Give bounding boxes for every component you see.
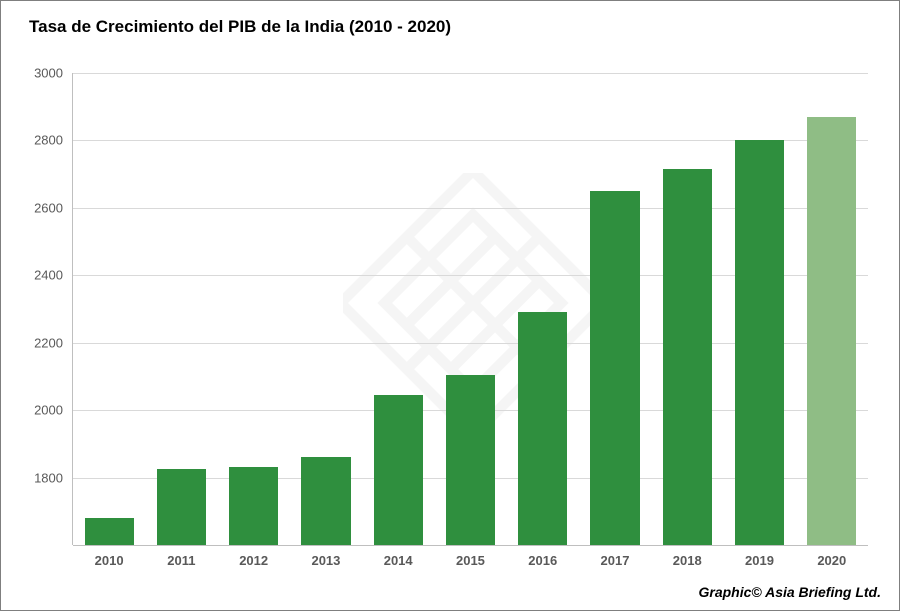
y-tick-label: 2200 <box>34 335 63 350</box>
chart-title: Tasa de Crecimiento del PIB de la India … <box>29 17 451 37</box>
y-tick-label: 2600 <box>34 200 63 215</box>
bar-slot: 2014 <box>362 73 434 545</box>
plot-area: 2010201120122013201420152016201720182019… <box>73 73 868 545</box>
bar-slot: 2017 <box>579 73 651 545</box>
bar <box>301 457 350 545</box>
bar <box>374 395 423 545</box>
bar-slot: 2019 <box>723 73 795 545</box>
y-tick-label: 3000 <box>34 66 63 81</box>
chart-frame: Tasa de Crecimiento del PIB de la India … <box>0 0 900 611</box>
x-axis-line <box>73 545 868 546</box>
bar-slot: 2011 <box>145 73 217 545</box>
y-tick-label: 2000 <box>34 403 63 418</box>
x-tick-label: 2014 <box>384 553 413 568</box>
bar <box>85 518 134 545</box>
x-tick-label: 2012 <box>239 553 268 568</box>
bar <box>590 191 639 545</box>
bar <box>807 117 856 545</box>
bar <box>157 469 206 545</box>
x-tick-label: 2020 <box>817 553 846 568</box>
bar <box>663 169 712 545</box>
bar-slot: 2020 <box>796 73 868 545</box>
bar-slot: 2012 <box>218 73 290 545</box>
bar-slot: 2013 <box>290 73 362 545</box>
y-tick-label: 2800 <box>34 133 63 148</box>
bar-slot: 2016 <box>507 73 579 545</box>
x-tick-label: 2013 <box>311 553 340 568</box>
bar-slot: 2015 <box>434 73 506 545</box>
attribution-text: Graphic© Asia Briefing Ltd. <box>699 584 882 600</box>
x-tick-label: 2011 <box>167 553 195 568</box>
y-tick-label: 1800 <box>34 470 63 485</box>
x-tick-label: 2016 <box>528 553 557 568</box>
x-tick-label: 2018 <box>673 553 702 568</box>
bars-container: 2010201120122013201420152016201720182019… <box>73 73 868 545</box>
bar <box>446 375 495 545</box>
bar <box>735 140 784 545</box>
bar <box>229 467 278 545</box>
bar-slot: 2010 <box>73 73 145 545</box>
x-tick-label: 2019 <box>745 553 774 568</box>
bar-slot: 2018 <box>651 73 723 545</box>
y-tick-label: 2400 <box>34 268 63 283</box>
x-tick-label: 2010 <box>95 553 124 568</box>
x-tick-label: 2017 <box>601 553 630 568</box>
bar <box>518 312 567 545</box>
x-tick-label: 2015 <box>456 553 485 568</box>
